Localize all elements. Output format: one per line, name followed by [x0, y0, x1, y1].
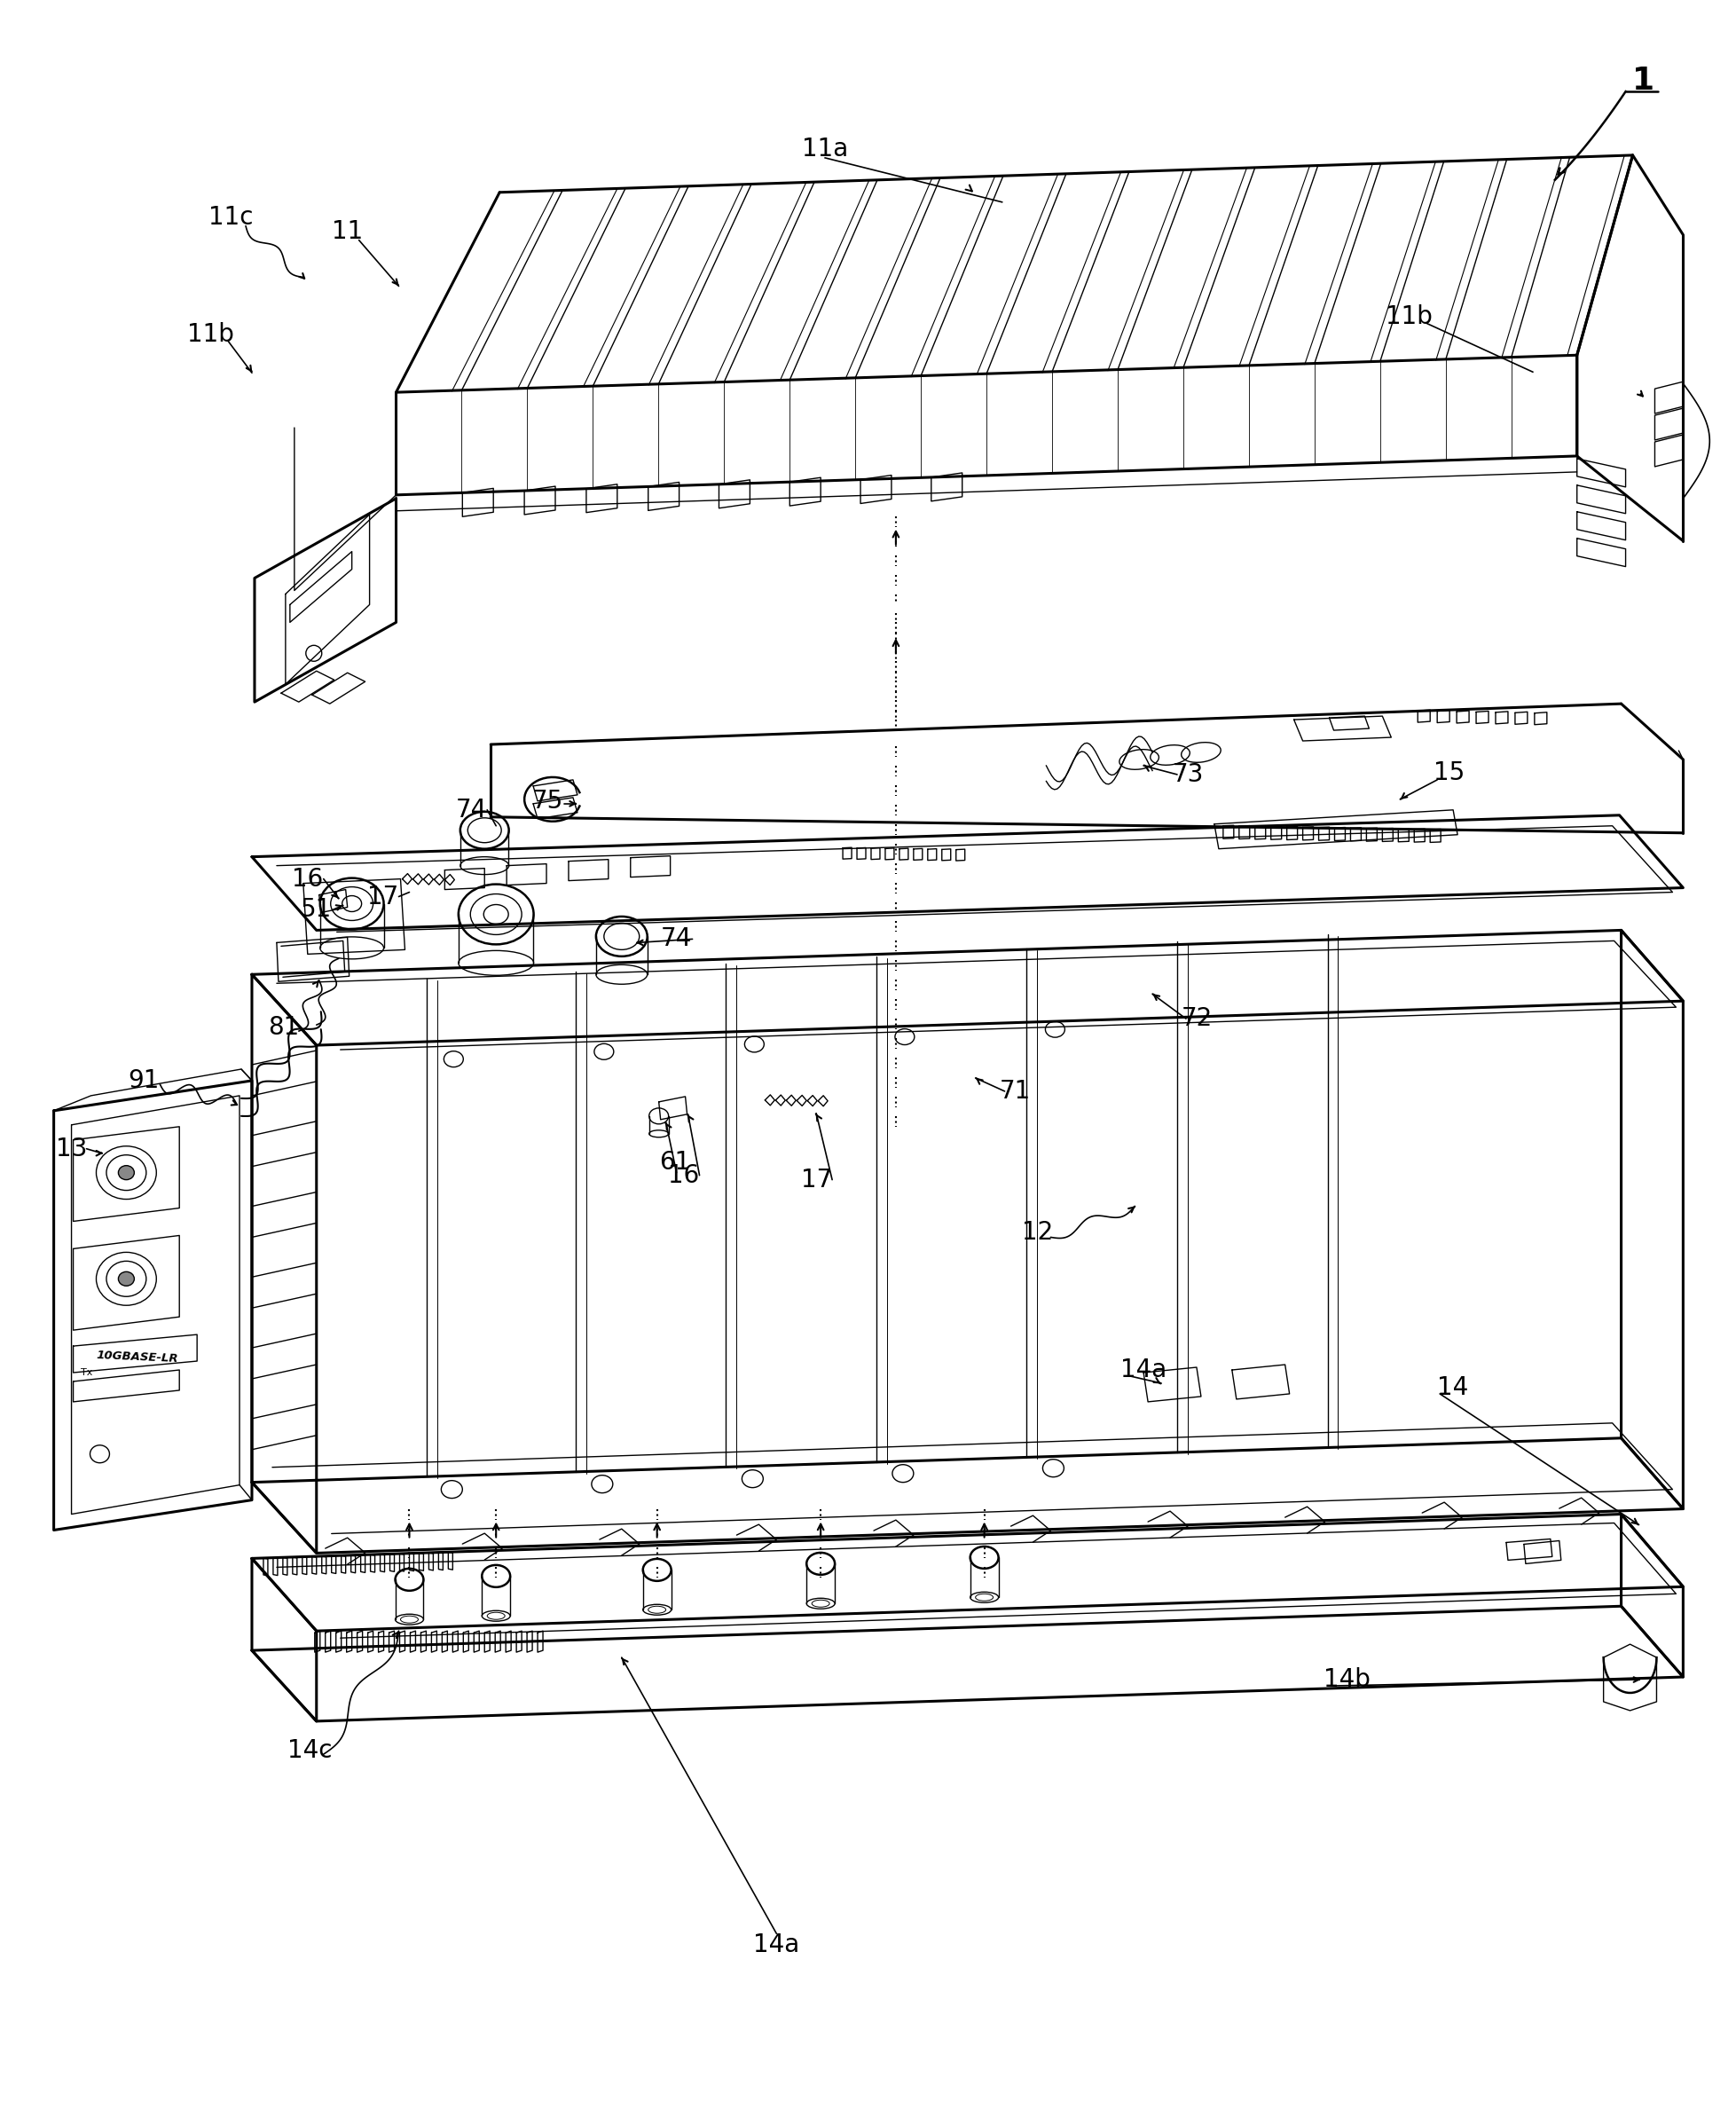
Text: 81: 81 [267, 1016, 299, 1039]
Ellipse shape [118, 1271, 134, 1286]
Text: 17: 17 [366, 884, 398, 910]
Text: 51: 51 [300, 897, 332, 922]
Text: 91: 91 [128, 1069, 160, 1092]
Text: 73: 73 [1172, 763, 1203, 786]
Text: 11a: 11a [802, 136, 847, 162]
Text: 14a: 14a [1120, 1358, 1167, 1383]
Text: 14: 14 [1437, 1375, 1469, 1400]
Text: 74: 74 [455, 797, 486, 822]
Ellipse shape [118, 1167, 134, 1179]
Text: 71: 71 [1000, 1080, 1031, 1103]
Text: 11b: 11b [187, 323, 234, 346]
Text: 1: 1 [1632, 66, 1654, 96]
Text: 11b: 11b [1385, 304, 1432, 329]
Text: 16: 16 [668, 1162, 700, 1188]
Text: 15: 15 [1432, 761, 1463, 784]
Text: 14b: 14b [1323, 1668, 1370, 1692]
Text: 13: 13 [56, 1137, 87, 1160]
Text: Tx: Tx [80, 1369, 92, 1377]
Text: 72: 72 [1180, 1007, 1212, 1031]
Text: 75: 75 [531, 788, 562, 814]
Text: 16: 16 [292, 867, 323, 890]
Text: 74: 74 [660, 926, 691, 952]
Text: 61: 61 [658, 1150, 689, 1175]
Text: 14c: 14c [286, 1738, 332, 1764]
Text: 14a: 14a [753, 1932, 799, 1957]
Text: 12: 12 [1021, 1220, 1052, 1245]
Text: 11c: 11c [208, 204, 253, 230]
Text: 17: 17 [800, 1167, 832, 1192]
Text: 10GBASE-LR: 10GBASE-LR [95, 1349, 179, 1364]
Text: 11: 11 [332, 219, 363, 244]
